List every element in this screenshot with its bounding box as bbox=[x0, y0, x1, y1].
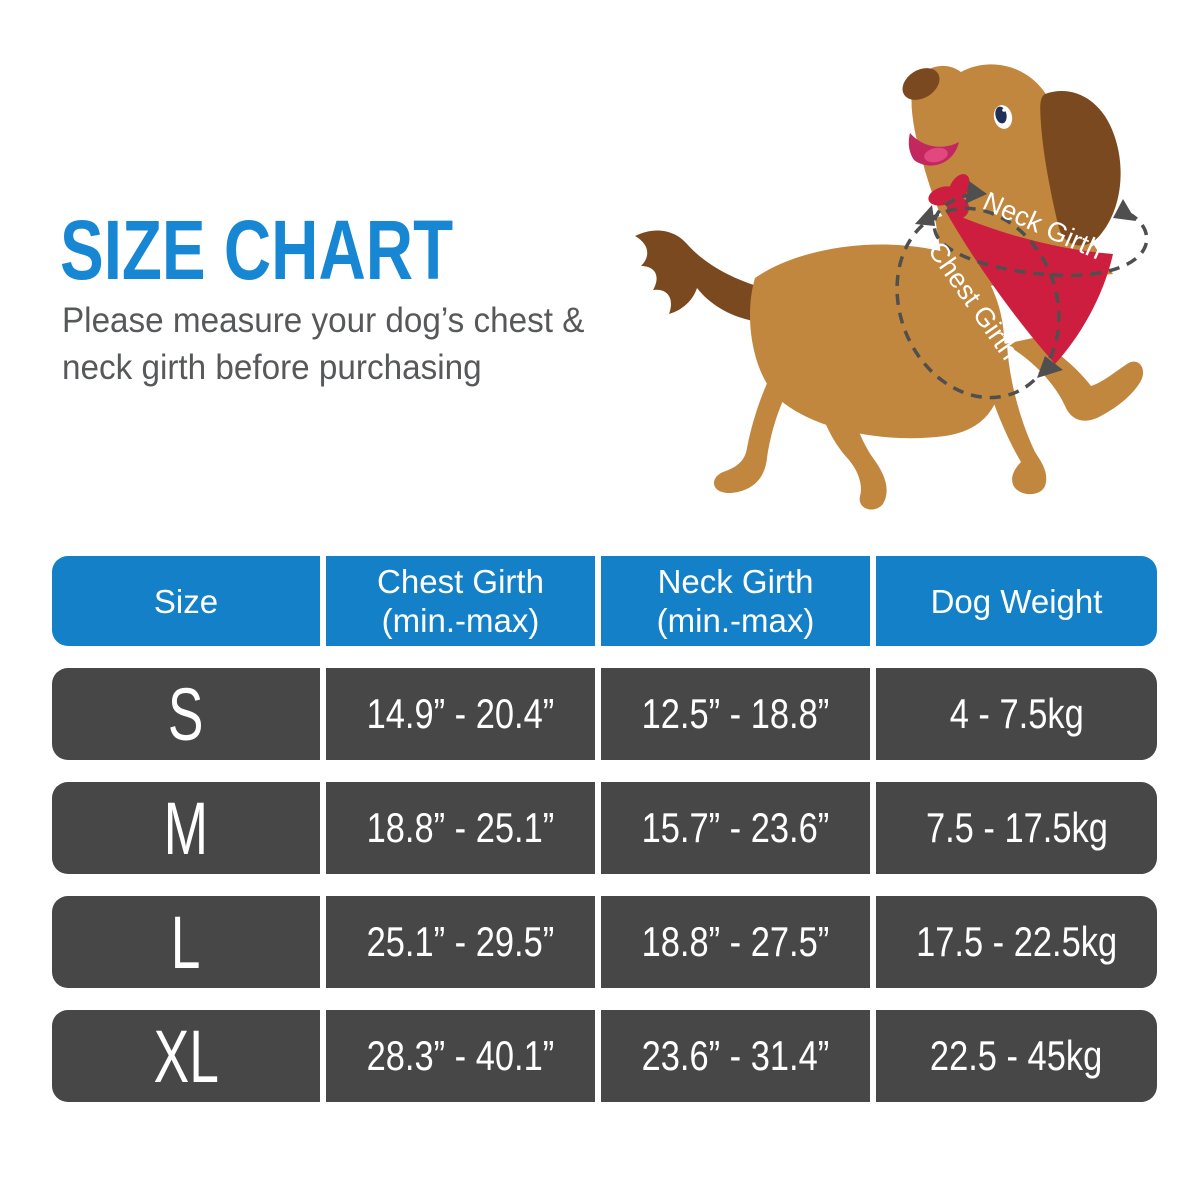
cell-chest-girth: 28.3” - 40.1” bbox=[326, 1010, 595, 1102]
page-title-text: SIZE CHART bbox=[60, 203, 454, 297]
header-cell-size: Size bbox=[52, 556, 320, 646]
bandana bbox=[945, 210, 1113, 364]
header-chest-title: Chest Girth bbox=[377, 563, 544, 600]
dog-eye-glint bbox=[1002, 108, 1006, 112]
cell-chest-girth: 18.8” - 25.1” bbox=[326, 782, 595, 874]
subtitle-line-1: Please measure your dog’s chest & bbox=[62, 301, 585, 340]
cell-dog-weight: 22.5 - 45kg bbox=[876, 1010, 1157, 1102]
neck-girth-arrow-left bbox=[965, 181, 987, 204]
cell-dog-weight: 17.5 - 22.5kg bbox=[876, 896, 1157, 988]
dog-front-leg-raised bbox=[1005, 338, 1144, 421]
cell-neck-girth: 18.8” - 27.5” bbox=[601, 896, 870, 988]
table-row-xl: XL 28.3” - 40.1” 23.6” - 31.4” 22.5 - 45… bbox=[52, 1010, 1157, 1102]
subtitle-line-2: neck girth before purchasing bbox=[62, 348, 482, 387]
dog-illustration: Neck Girth Chest Girth bbox=[605, 38, 1165, 524]
dog-tongue bbox=[924, 147, 948, 163]
cell-chest-girth: 25.1” - 29.5” bbox=[326, 896, 595, 988]
cell-neck-girth: 12.5” - 18.8” bbox=[601, 668, 870, 760]
dog-tail-shape bbox=[635, 230, 759, 322]
header-cell-chest-girth: Chest Girth (min.-max) bbox=[326, 556, 595, 646]
header-chest-sub: (min.-max) bbox=[381, 602, 540, 639]
neck-girth-ellipse bbox=[932, 192, 1149, 278]
header-size-title: Size bbox=[153, 582, 219, 620]
cell-size: XL bbox=[52, 1010, 320, 1102]
dog-rear-leg-near bbox=[811, 356, 887, 510]
page-subtitle: Please measure your dog’s chest & neck g… bbox=[62, 297, 612, 391]
cell-chest-girth: 14.9” - 20.4” bbox=[326, 668, 595, 760]
page-title: SIZE CHART bbox=[60, 208, 564, 292]
cell-size: S bbox=[52, 668, 320, 760]
size-table: Size Chest Girth (min.-max) Neck Girth (… bbox=[52, 556, 1157, 1102]
dog-nose-icon bbox=[902, 68, 940, 100]
header-neck-title: Neck Girth bbox=[657, 563, 814, 600]
cell-dog-weight: 4 - 7.5kg bbox=[876, 668, 1157, 760]
cell-size: M bbox=[52, 782, 320, 874]
cell-neck-girth: 23.6” - 31.4” bbox=[601, 1010, 870, 1102]
table-row-m: M 18.8” - 25.1” 15.7” - 23.6” 7.5 - 17.5… bbox=[52, 782, 1157, 874]
dog-body bbox=[749, 244, 1005, 439]
cell-dog-weight: 7.5 - 17.5kg bbox=[876, 782, 1157, 874]
header-weight-title: Dog Weight bbox=[930, 582, 1103, 620]
cell-size: L bbox=[52, 896, 320, 988]
chest-girth-arrow-top bbox=[915, 205, 935, 226]
header-cell-neck-girth: Neck Girth (min.-max) bbox=[601, 556, 870, 646]
table-row-s: S 14.9” - 20.4” 12.5” - 18.8” 4 - 7.5kg bbox=[52, 668, 1157, 760]
chest-girth-ellipse bbox=[895, 206, 1061, 400]
header-neck-sub: (min.-max) bbox=[656, 602, 815, 639]
neck-girth-arrow-right bbox=[1113, 199, 1136, 221]
header-cell-dog-weight: Dog Weight bbox=[876, 556, 1157, 646]
dog-ear bbox=[1040, 91, 1121, 246]
cell-neck-girth: 15.7” - 23.6” bbox=[601, 782, 870, 874]
table-row-l: L 25.1” - 29.5” 18.8” - 27.5” 17.5 - 22.… bbox=[52, 896, 1157, 988]
chest-girth-arrow-bottom bbox=[1037, 356, 1063, 378]
table-header-row: Size Chest Girth (min.-max) Neck Girth (… bbox=[52, 556, 1157, 646]
